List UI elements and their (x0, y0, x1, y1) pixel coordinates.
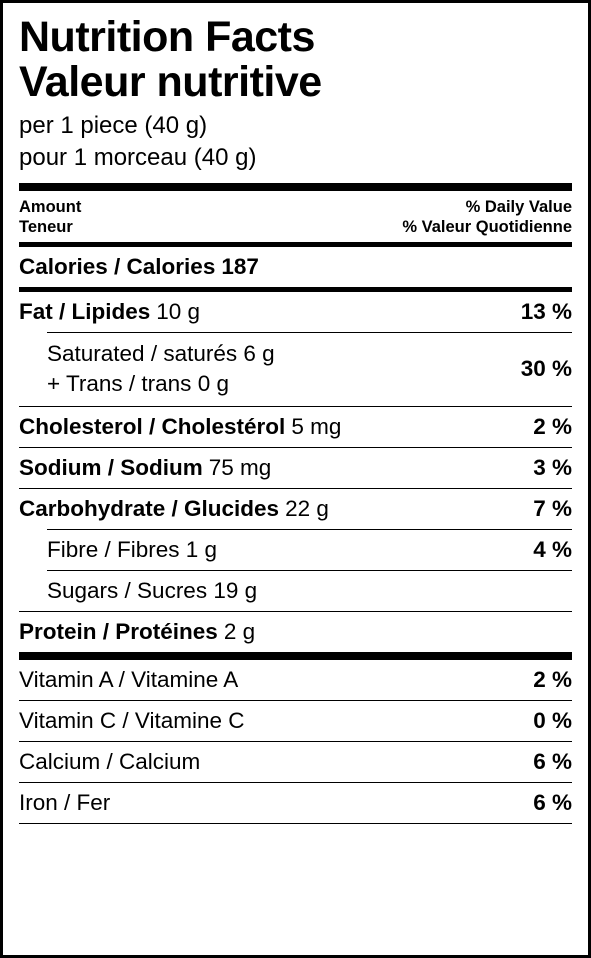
dv-en: % Daily Value (402, 197, 572, 218)
iron-label: Iron / Fer (19, 790, 110, 816)
serving-fr: pour 1 morceau (40 g) (19, 142, 572, 173)
rule-thick-1 (19, 183, 572, 191)
title-block: Nutrition Facts Valeur nutritive (19, 15, 572, 104)
calories-row: Calories / Calories 187 (19, 247, 572, 287)
sodium-label: Sodium / Sodium (19, 455, 203, 481)
protein-row: Protein / Protéines 2 g (19, 612, 572, 652)
trans-line: + Trans / trans 0 g (47, 369, 275, 399)
calcium-pct: 6 % (533, 749, 572, 775)
nutrition-facts-panel: Nutrition Facts Valeur nutritive per 1 p… (0, 0, 591, 958)
sugars-label: Sugars / Sucres 19 g (47, 578, 257, 604)
sodium-value: 75 mg (209, 455, 272, 481)
title-en: Nutrition Facts (19, 15, 572, 60)
cholesterol-row: Cholesterol / Cholestérol 5 mg 2 % (19, 407, 572, 447)
rule-thick-2 (19, 652, 572, 660)
fat-label: Fat / Lipides (19, 299, 150, 325)
title-fr: Valeur nutritive (19, 60, 572, 105)
vita-row: Vitamin A / Vitamine A 2 % (19, 660, 572, 700)
sodium-pct: 3 % (533, 455, 572, 481)
fat-pct: 13 % (521, 299, 572, 325)
calcium-label: Calcium / Calcium (19, 749, 200, 775)
amount-fr: Teneur (19, 217, 81, 238)
fat-row: Fat / Lipides 10 g 13 % (19, 292, 572, 332)
chol-pct: 2 % (533, 414, 572, 440)
iron-row: Iron / Fer 6 % (19, 783, 572, 823)
calcium-row: Calcium / Calcium 6 % (19, 742, 572, 782)
amount-right: % Daily Value % Valeur Quotidienne (402, 197, 572, 238)
carb-pct: 7 % (533, 496, 572, 522)
amount-header: Amount Teneur % Daily Value % Valeur Quo… (19, 191, 572, 242)
serving-block: per 1 piece (40 g) pour 1 morceau (40 g) (19, 110, 572, 172)
protein-label: Protein / Protéines (19, 619, 218, 645)
calories-label: Calories / Calories (19, 254, 215, 280)
vitc-row: Vitamin C / Vitamine C 0 % (19, 701, 572, 741)
carb-label: Carbohydrate / Glucides (19, 496, 279, 522)
fat-value: 10 g (156, 299, 200, 325)
carb-value: 22 g (285, 496, 329, 522)
dv-fr: % Valeur Quotidienne (402, 217, 572, 238)
fibre-pct: 4 % (533, 537, 572, 563)
protein-value: 2 g (224, 619, 255, 645)
sat-line: Saturated / saturés 6 g (47, 339, 275, 369)
serving-en: per 1 piece (40 g) (19, 110, 572, 141)
fibre-label: Fibre / Fibres 1 g (47, 537, 217, 563)
amount-en: Amount (19, 197, 81, 218)
vita-pct: 2 % (533, 667, 572, 693)
chol-label: Cholesterol / Cholestérol (19, 414, 285, 440)
chol-value: 5 mg (291, 414, 341, 440)
fibre-block: Fibre / Fibres 1 g 4 % Sugars / Sucres 1… (47, 529, 572, 611)
calories-value: 187 (221, 254, 259, 280)
vita-label: Vitamin A / Vitamine A (19, 667, 238, 693)
sat-trans-block: Saturated / saturés 6 g + Trans / trans … (47, 332, 572, 406)
carb-row: Carbohydrate / Glucides 22 g 7 % (19, 489, 572, 529)
sodium-row: Sodium / Sodium 75 mg 3 % (19, 448, 572, 488)
rule-thin-iron (19, 823, 572, 824)
iron-pct: 6 % (533, 790, 572, 816)
amount-left: Amount Teneur (19, 197, 81, 238)
vitc-label: Vitamin C / Vitamine C (19, 708, 245, 734)
sat-pct: 30 % (521, 356, 572, 382)
vitc-pct: 0 % (533, 708, 572, 734)
